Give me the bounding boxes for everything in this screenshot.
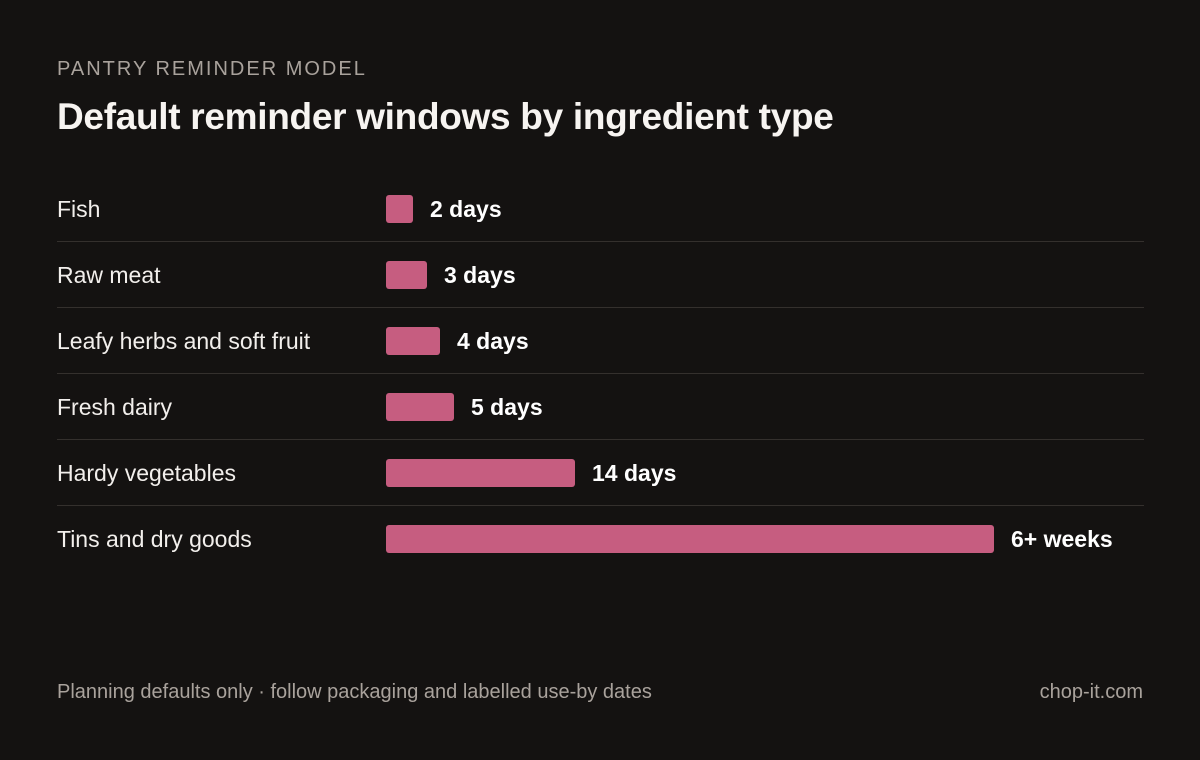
bar xyxy=(386,261,427,289)
chart-row: Fresh dairy 5 days xyxy=(57,374,1144,440)
chart-row: Fish 2 days xyxy=(57,176,1144,242)
value-label: 2 days xyxy=(430,196,502,222)
chart-row: Hardy vegetables 14 days xyxy=(57,440,1144,506)
bar xyxy=(386,195,413,223)
value-label: 14 days xyxy=(592,460,677,486)
value-label: 4 days xyxy=(457,328,529,354)
category-label: Leafy herbs and soft fruit xyxy=(57,328,311,354)
bar xyxy=(386,327,440,355)
category-label: Raw meat xyxy=(57,262,161,288)
value-label: 6+ weeks xyxy=(1011,526,1113,552)
bar xyxy=(386,393,454,421)
chart-row: Tins and dry goods 6+ weeks xyxy=(57,506,1144,572)
bar xyxy=(386,459,575,487)
category-label: Fish xyxy=(57,196,101,222)
chart-title: Default reminder windows by ingredient t… xyxy=(57,96,834,137)
category-label: Fresh dairy xyxy=(57,394,173,420)
footer-note: Planning defaults only · follow packagin… xyxy=(57,681,652,703)
bar-chart: Fish 2 days Raw meat 3 days Leafy herbs and … xyxy=(57,176,1144,572)
chart-row: Raw meat 3 days xyxy=(57,242,1144,308)
chart-eyebrow: PANTRY REMINDER MODEL xyxy=(57,58,367,80)
footer-site-link[interactable]: chop-it.com xyxy=(1039,681,1143,703)
category-label: Tins and dry goods xyxy=(57,526,252,552)
bar xyxy=(386,525,994,553)
category-label: Hardy vegetables xyxy=(57,460,236,486)
chart-row: Leafy herbs and soft fruit 4 days xyxy=(57,308,1144,374)
value-label: 5 days xyxy=(471,394,543,420)
value-label: 3 days xyxy=(444,262,516,288)
